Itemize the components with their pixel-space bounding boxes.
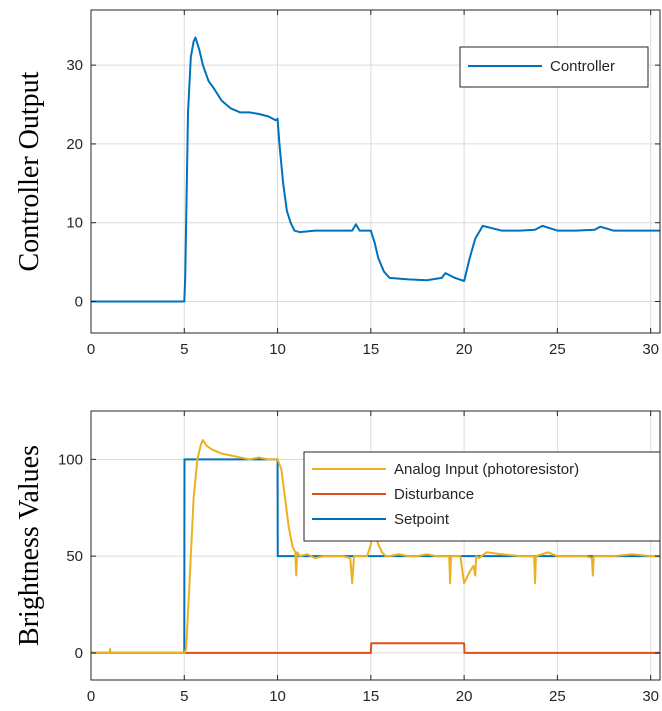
x-tick-label: 0 bbox=[87, 341, 95, 358]
x-tick-label: 25 bbox=[549, 688, 566, 705]
series-group bbox=[91, 36, 660, 303]
chart-controller-output: 0 5 10 15 20 25 30 0 10 20 30 Controller Output Cont… bbox=[14, 9, 661, 358]
y-tick-label: 0 bbox=[75, 645, 83, 662]
x-tick-label: 20 bbox=[456, 341, 473, 358]
y-tick-label: 100 bbox=[58, 451, 83, 468]
plot-area bbox=[90, 410, 661, 681]
legend: Analog Input (photoresistor) Disturbance S… bbox=[303, 451, 661, 542]
x-tick-label: 0 bbox=[87, 688, 95, 705]
legend: Controller bbox=[459, 46, 649, 88]
legend-label: Disturbance bbox=[394, 486, 474, 503]
y-tick-label: 10 bbox=[66, 215, 83, 232]
legend-label: Controller bbox=[550, 58, 615, 75]
legend-label: Setpoint bbox=[394, 511, 450, 528]
x-tick-label: 5 bbox=[180, 341, 188, 358]
axes-frame bbox=[90, 9, 661, 334]
y-axis-label: Controller Output bbox=[14, 71, 45, 271]
x-tick-label: 5 bbox=[180, 688, 188, 705]
y-tick-label: 20 bbox=[66, 136, 83, 153]
y-axis-label: Brightness Values bbox=[14, 445, 45, 646]
x-tick-label: 15 bbox=[362, 688, 379, 705]
series-line-controller bbox=[91, 36, 660, 303]
x-tick-label: 10 bbox=[269, 688, 286, 705]
x-tick-label: 25 bbox=[549, 341, 566, 358]
y-tick-label: 0 bbox=[75, 293, 83, 310]
y-tick-label: 50 bbox=[66, 548, 83, 565]
series-line-disturbance bbox=[91, 642, 660, 654]
legend-label: Analog Input (photoresistor) bbox=[394, 461, 579, 478]
x-tick-label: 30 bbox=[642, 688, 659, 705]
legend-box bbox=[303, 451, 661, 542]
x-tick-label: 30 bbox=[642, 341, 659, 358]
x-tick-label: 10 bbox=[269, 341, 286, 358]
axes-frame bbox=[90, 410, 661, 681]
y-tick-label: 30 bbox=[66, 57, 83, 74]
chart-brightness-values: 0 5 10 15 20 25 30 0 50 100 Brightness Values Analo… bbox=[14, 410, 661, 705]
x-tick-label: 20 bbox=[456, 688, 473, 705]
x-tick-label: 15 bbox=[362, 341, 379, 358]
